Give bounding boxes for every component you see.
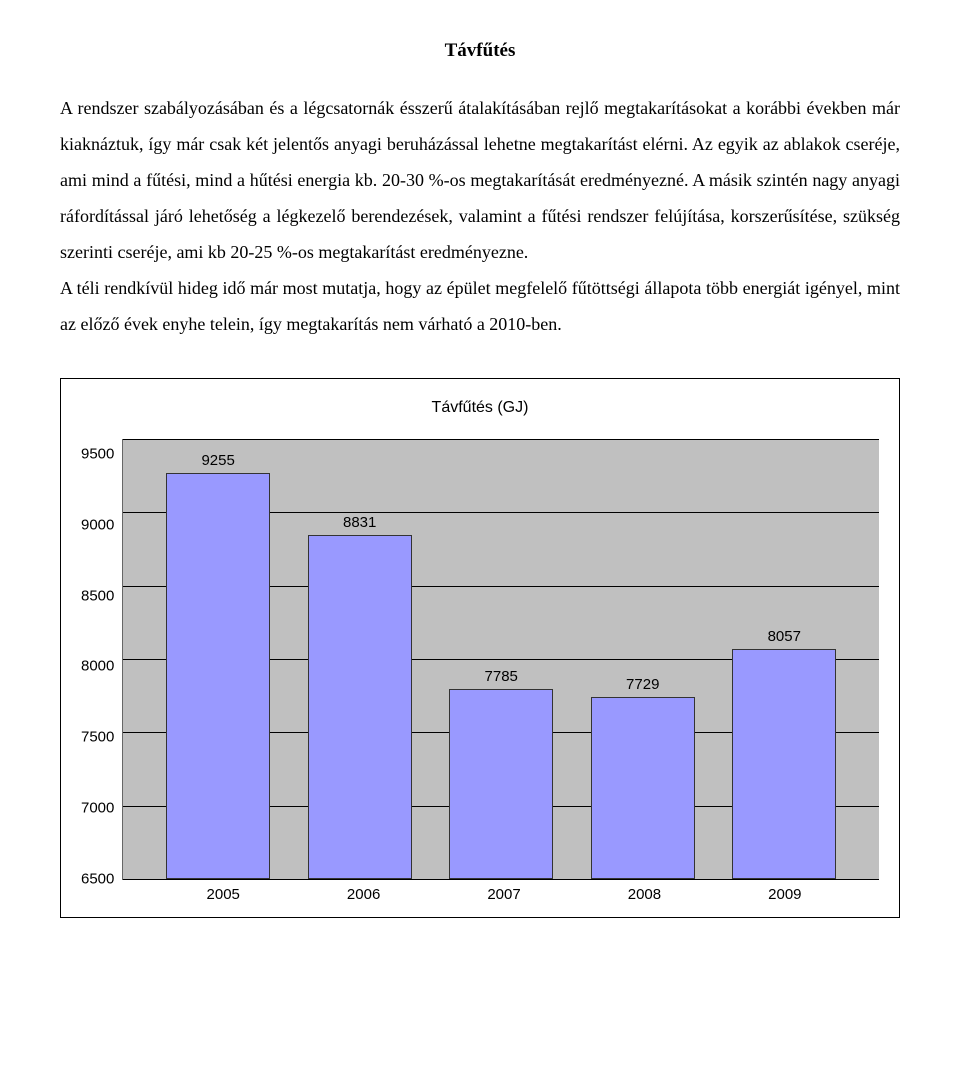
bar-value-label: 9255	[147, 452, 289, 469]
bar	[591, 697, 695, 879]
bar-slot: 7785	[430, 689, 572, 879]
x-tick: 2009	[715, 886, 855, 903]
x-tick: 2006	[293, 886, 433, 903]
bar-value-label: 8831	[289, 514, 431, 531]
bar-slot: 8831	[289, 535, 431, 879]
x-axis: 20052006200720082009	[129, 880, 879, 903]
y-tick: 7000	[81, 801, 114, 816]
x-tick: 2007	[434, 886, 574, 903]
paragraph-2: A téli rendkívül hideg idő már most muta…	[60, 270, 900, 342]
y-axis: 9500900085008000750070006500	[81, 439, 122, 879]
bar	[732, 649, 836, 879]
bar-value-label: 7785	[430, 668, 572, 685]
bar-slot: 9255	[147, 473, 289, 879]
y-tick: 9500	[81, 447, 114, 462]
gridline	[123, 879, 879, 880]
bar-slot: 8057	[714, 649, 856, 879]
plot-area: 92558831778577298057	[122, 439, 879, 880]
y-tick: 7500	[81, 730, 114, 745]
x-tick: 2008	[574, 886, 714, 903]
bars-group: 92558831778577298057	[123, 439, 879, 879]
y-tick: 8000	[81, 659, 114, 674]
y-tick: 9000	[81, 517, 114, 532]
chart-title: Távfűtés (GJ)	[81, 399, 879, 417]
x-tick: 2005	[153, 886, 293, 903]
section-title: Távfűtés	[60, 40, 900, 62]
chart-area: 9500900085008000750070006500 92558831778…	[81, 439, 879, 880]
y-tick: 6500	[81, 871, 114, 886]
bar	[166, 473, 270, 879]
bar	[449, 689, 553, 879]
paragraph-1: A rendszer szabályozásában és a légcsato…	[60, 90, 900, 270]
bar	[308, 535, 412, 879]
chart-container: Távfűtés (GJ) 9500 9000 8500 8000 7500 7000 65…	[60, 378, 900, 918]
bar-slot: 7729	[572, 697, 714, 879]
y-tick: 8500	[81, 588, 114, 603]
bar-value-label: 8057	[714, 628, 856, 645]
bar-value-label: 7729	[572, 676, 714, 693]
